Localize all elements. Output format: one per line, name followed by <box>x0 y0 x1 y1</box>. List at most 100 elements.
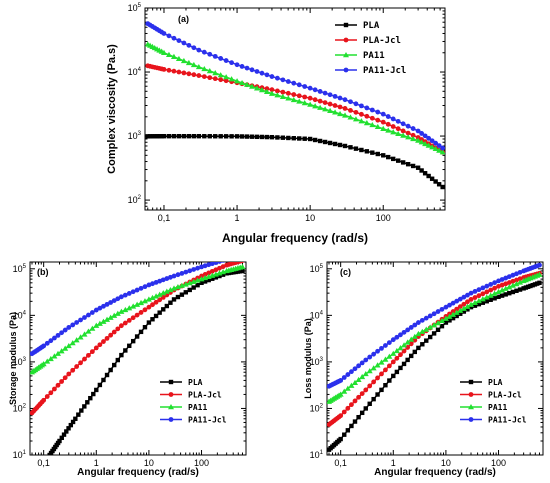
data-point <box>179 292 185 297</box>
data-point <box>187 268 193 274</box>
data-point <box>390 359 396 365</box>
data-point <box>291 136 296 141</box>
data-point <box>390 337 396 343</box>
data-point <box>76 412 81 417</box>
data-point <box>349 402 354 408</box>
data-point <box>476 287 482 293</box>
plot-frame <box>29 261 247 456</box>
data-point <box>342 97 348 103</box>
data-point <box>233 269 238 275</box>
data-point <box>307 85 313 91</box>
data-point <box>423 326 430 332</box>
legend-label: PA11-Jcl <box>488 416 527 425</box>
data-point <box>359 147 364 153</box>
data-point <box>280 89 286 95</box>
data-point <box>238 253 243 258</box>
data-point <box>210 276 215 281</box>
data-point <box>327 101 333 107</box>
data-point <box>244 81 251 87</box>
data-point <box>59 435 64 441</box>
series-pa11 <box>145 41 445 155</box>
data-point <box>220 272 226 277</box>
data-point <box>398 332 403 338</box>
legend-label: PA11 <box>488 403 507 412</box>
data-point <box>202 279 208 284</box>
data-point <box>253 85 260 91</box>
data-point <box>476 302 482 307</box>
data-point <box>263 88 270 95</box>
data-point <box>312 97 318 103</box>
data-point <box>317 138 323 144</box>
data-point <box>161 31 167 36</box>
data-point <box>94 387 99 393</box>
data-point <box>390 116 396 122</box>
data-point <box>419 131 425 136</box>
data-point <box>145 134 150 139</box>
data-point <box>150 134 155 139</box>
data-point <box>510 289 516 295</box>
data-point <box>400 121 406 127</box>
data-point <box>101 339 106 344</box>
legend-marker <box>343 67 349 73</box>
y-tick-label: 105 <box>310 264 324 274</box>
data-point <box>160 290 167 296</box>
data-point <box>166 67 172 73</box>
panel-label: (c) <box>340 267 351 277</box>
data-point <box>62 375 68 381</box>
y-tick-label: 101 <box>310 450 324 460</box>
data-point <box>280 135 286 140</box>
data-point <box>191 72 197 78</box>
data-point <box>249 134 255 139</box>
data-point <box>224 257 229 262</box>
y-tick-label: 104 <box>310 310 324 320</box>
data-point <box>420 342 425 347</box>
data-point <box>285 90 291 96</box>
data-point <box>427 324 434 330</box>
data-point <box>341 409 347 415</box>
data-point <box>322 100 328 105</box>
data-point <box>97 382 103 388</box>
data-point <box>134 334 140 339</box>
y-tick-label: 101 <box>13 450 27 460</box>
data-point <box>52 335 57 341</box>
data-point <box>171 297 177 302</box>
data-point <box>74 320 80 325</box>
data-point <box>236 254 241 259</box>
data-point <box>269 134 275 140</box>
x-tick-label: 100 <box>491 458 506 468</box>
data-point <box>342 432 347 437</box>
data-point <box>212 53 218 59</box>
data-point <box>228 270 234 275</box>
data-point <box>383 383 388 388</box>
data-point <box>196 73 202 78</box>
data-point <box>412 322 418 328</box>
data-point <box>337 104 343 110</box>
data-point <box>228 76 235 82</box>
data-point <box>69 340 76 346</box>
data-point <box>424 338 429 343</box>
data-point <box>439 306 445 312</box>
data-point <box>532 282 538 287</box>
data-point <box>217 273 222 279</box>
data-point <box>101 303 106 309</box>
data-point <box>457 307 464 313</box>
data-point <box>356 414 361 420</box>
data-point <box>317 98 323 104</box>
data-point <box>296 82 302 88</box>
data-point <box>390 124 396 129</box>
data-point <box>349 423 354 429</box>
data-point <box>207 134 212 139</box>
data-point <box>530 282 535 288</box>
data-point <box>387 378 392 383</box>
data-point <box>468 304 474 310</box>
data-point <box>363 120 370 126</box>
data-point <box>468 290 474 296</box>
data-point <box>433 179 438 184</box>
data-point <box>146 320 152 325</box>
series-line <box>147 65 443 153</box>
data-point <box>66 325 72 330</box>
data-point <box>405 134 412 140</box>
series-pa11 <box>30 263 246 375</box>
data-point <box>291 92 297 97</box>
data-point <box>190 61 197 68</box>
